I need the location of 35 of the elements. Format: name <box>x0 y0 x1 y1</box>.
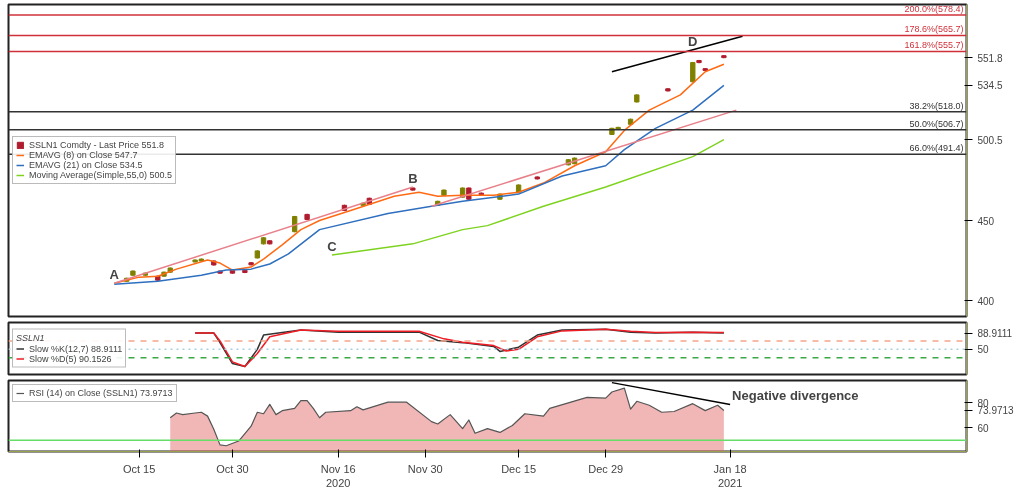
ref-line-label: 66.0%(491.4) <box>909 143 964 154</box>
x-tick-label: Nov 16 2020 <box>320 462 356 489</box>
ref-line-label: 161.8%(555.7) <box>904 40 964 51</box>
y-tick-label: 450 <box>977 215 995 227</box>
legend-label: Moving Average(Simple,55,0) 500.5 <box>29 170 172 180</box>
annotation: A <box>109 267 120 283</box>
ref-line-label: 178.6%(565.7) <box>904 24 964 35</box>
ref-line-label: 38.2%(518.0) <box>909 100 964 111</box>
x-tick-label: Oct 30 <box>216 462 249 475</box>
y-tick-label: 551.8 <box>977 52 1003 64</box>
ref-line-label: 50.0%(506.7) <box>909 118 964 129</box>
legend-label: SSLN1 Comdty - Last Price 551.8 <box>29 140 165 150</box>
x-tick-label: Jan 18 2021 <box>713 462 747 489</box>
y-tick-label: 400 <box>977 295 995 307</box>
legend-label: EMAVG (8) on Close 547.7 <box>29 150 138 160</box>
y-tick-label: 534.5 <box>977 80 1003 92</box>
legend-label: RSI (14) on Close (SSLN1) 73.9713 <box>29 388 173 398</box>
x-tick-label: Dec 15 <box>501 462 537 475</box>
annotation: Negative divergence <box>732 388 859 404</box>
y-tick-label: 500.5 <box>977 134 1003 146</box>
y-tick-label: 73.9713 <box>977 405 1015 417</box>
legend-label: EMAVG (21) on Close 534.5 <box>29 160 143 170</box>
legend-label: Slow %K(12,7) 88.9111 <box>29 343 123 354</box>
annotation: C <box>327 238 338 254</box>
y-tick-label: 88.9111 <box>977 328 1013 340</box>
legend-label: Slow %D(5) 90.1526 <box>29 353 112 364</box>
annotation: B <box>408 171 418 187</box>
legend-title: SSLN1 <box>16 332 46 343</box>
y-tick-label: 60 <box>977 422 990 434</box>
x-tick-label: Nov 30 <box>407 462 443 475</box>
x-tick-label: Dec 29 <box>588 462 624 475</box>
x-tick-label: Oct 15 <box>122 462 156 475</box>
y-tick-label: 50 <box>977 344 990 356</box>
ref-line-label: 200.0%(578.4) <box>904 4 964 15</box>
annotation: D <box>688 33 698 49</box>
